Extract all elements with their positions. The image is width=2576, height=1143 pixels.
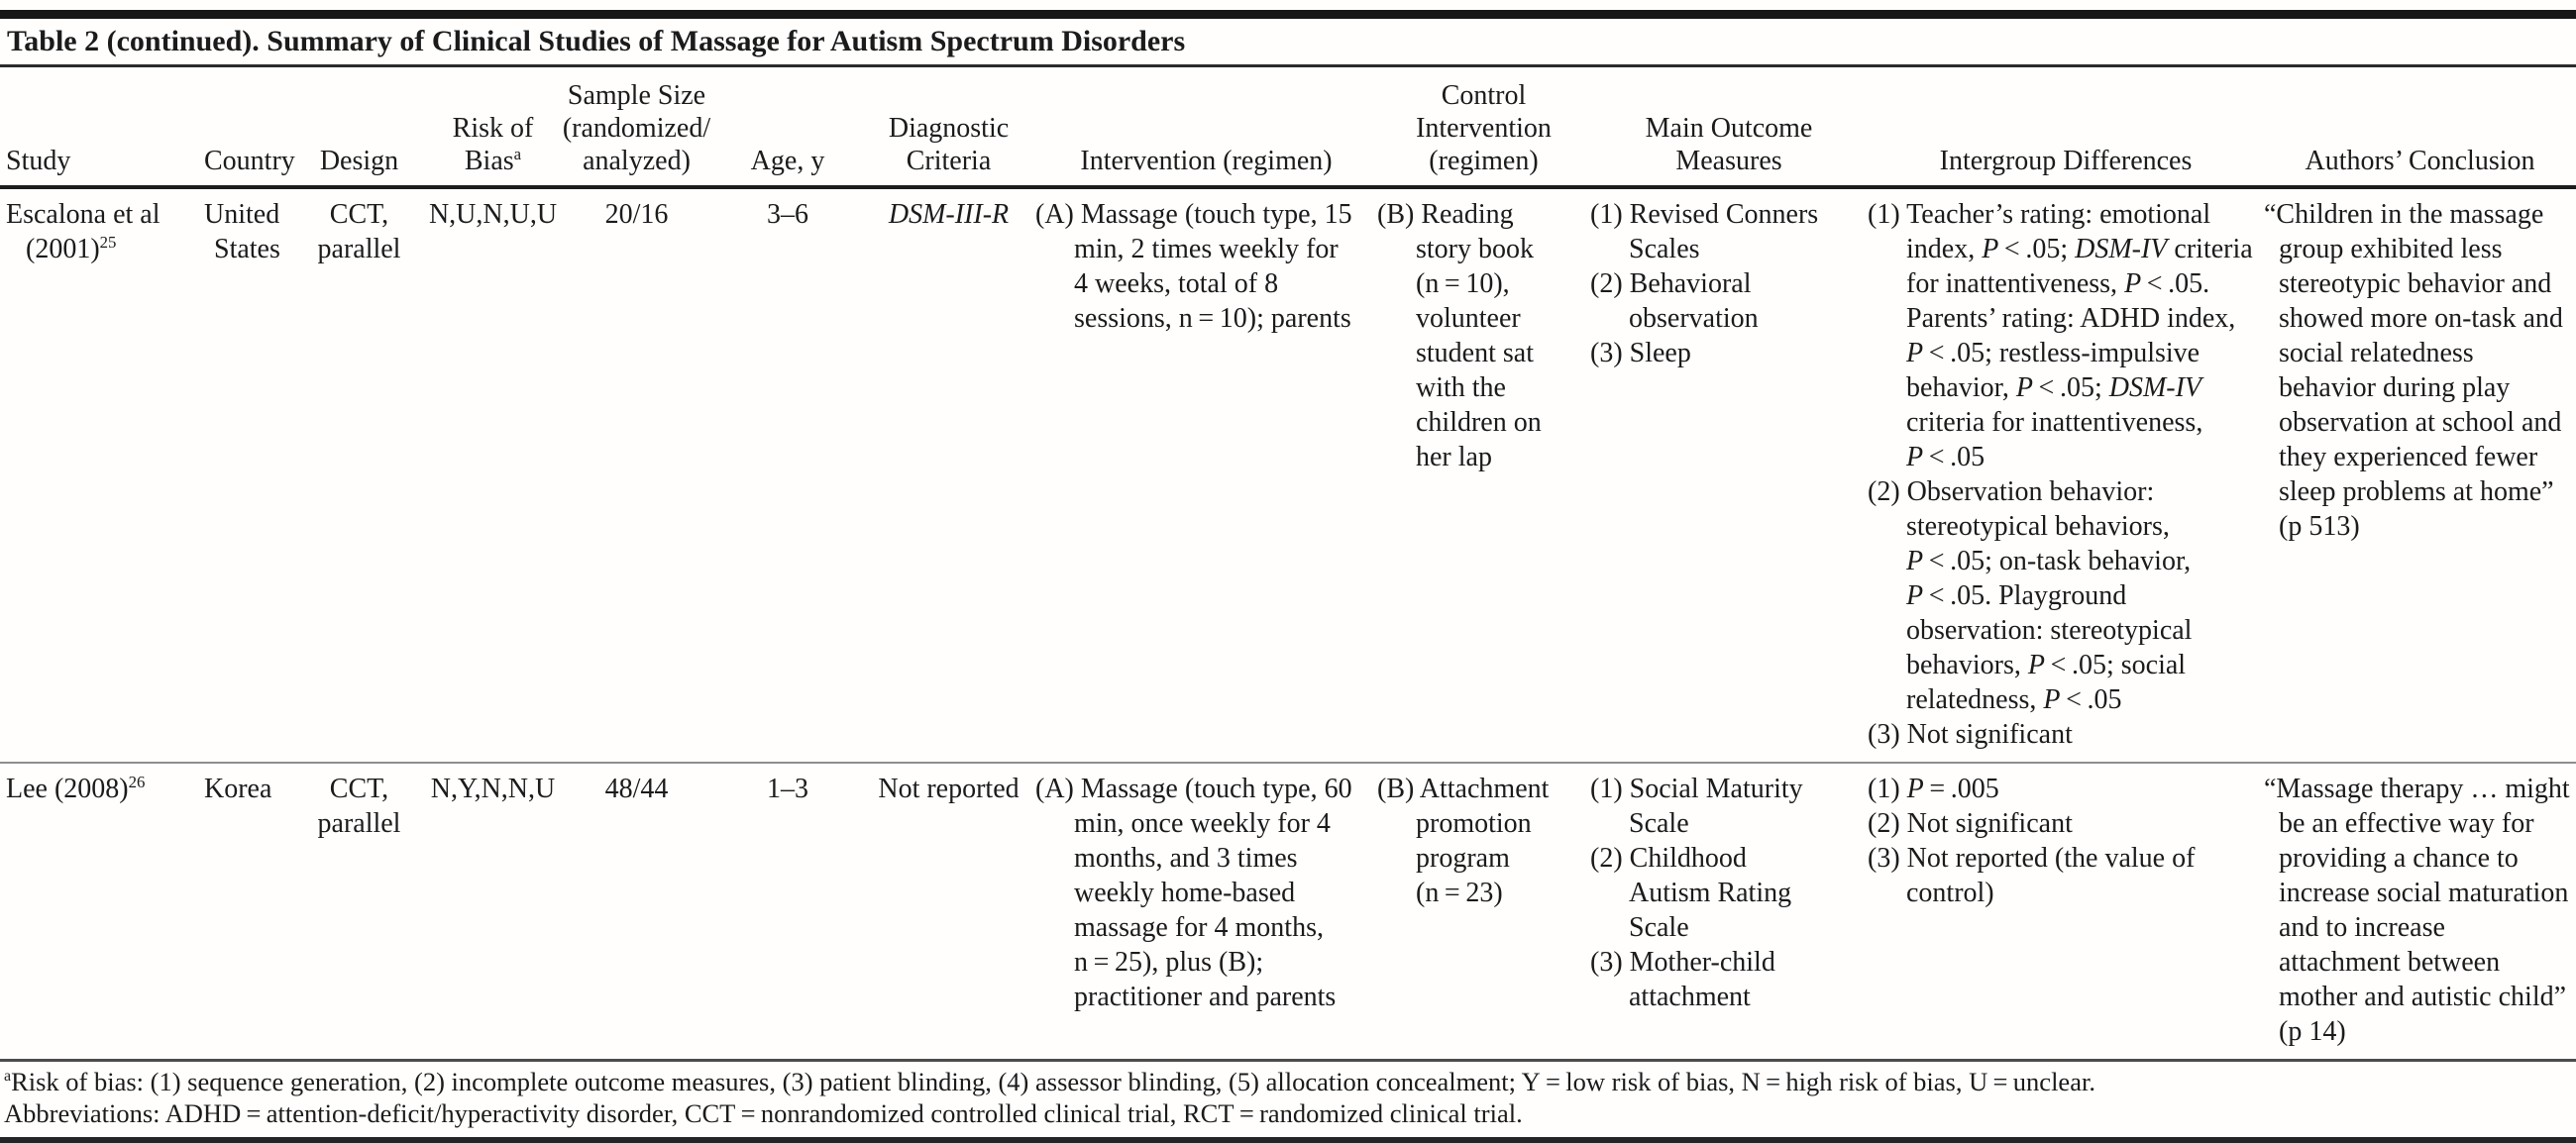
list-item: (3) Not significant	[1868, 719, 2073, 750]
cell-intergroup-differences: (1) P = .005 (2) Not significant (3) Not…	[1868, 763, 2264, 1062]
col-header-intervention: Intervention (regimen)	[1035, 67, 1377, 189]
cell-risk-of-bias: N,U,N,U,U	[426, 187, 560, 764]
list-item: (1) Revised Conners Scales	[1590, 199, 1819, 264]
table-row: Escalona et al (2001)25 United States CC…	[0, 187, 2576, 764]
list-item: (2) Not significant	[1868, 808, 2073, 839]
cell-age: 1–3	[713, 763, 862, 1062]
conclusion-quote: “Children in the massage group exhibited…	[2264, 199, 2563, 542]
list-item: (B) Attachment promotion program (n = 23…	[1377, 774, 1550, 908]
cell-design: CCT, parallel	[292, 763, 426, 1062]
title-rule	[0, 64, 2576, 67]
list-item: (1) Teacher’s rating: emotional index, P…	[1868, 199, 2253, 472]
col-header-risk-of-bias: Risk of Biasa	[426, 67, 560, 189]
col-header-intergroup-differences: Intergroup Differences	[1868, 67, 2264, 189]
table-top-rule	[0, 10, 2576, 19]
list-item: (1) Social Maturity Scale	[1590, 774, 1803, 839]
cell-intergroup-differences: (1) Teacher’s rating: emotional index, P…	[1868, 187, 2264, 764]
cell-study: Escalona et al (2001)25	[0, 187, 198, 764]
cell-risk-of-bias: N,Y,N,N,U	[426, 763, 560, 1062]
list-item: (2) Observation behavior: stereotypical …	[1868, 476, 2193, 715]
clinical-studies-table: Study Country Design Risk of Biasa Sample…	[0, 67, 2576, 1062]
footnote-abbreviations: Abbreviations: ADHD = attention-deficit/…	[4, 1097, 1523, 1128]
list-item: (3) Sleep	[1590, 338, 1691, 368]
list-item: (2) Behavioral observation	[1590, 268, 1759, 334]
col-header-country: Country	[198, 67, 295, 189]
col-header-sample-size: Sample Size (randomized/analyzed)	[560, 67, 713, 189]
list-item: (B) Reading story book (n = 10), volunte…	[1377, 199, 1542, 472]
cell-authors-conclusion: “Massage therapy … might be an effective…	[2264, 763, 2576, 1062]
cell-main-outcome-measures: (1) Social Maturity Scale (2) Childhood …	[1590, 763, 1868, 1062]
cell-sample-size: 20/16	[560, 187, 713, 764]
col-header-study: Study	[0, 67, 198, 189]
header-row: Study Country Design Risk of Biasa Sample…	[0, 67, 2576, 189]
list-item: (2) Childhood Autism Rating Scale	[1590, 843, 1792, 943]
table-title: Table 2 (continued). Summary of Clinical…	[7, 25, 1186, 57]
footnote-risk-of-bias: aRisk of bias: (1) sequence generation, …	[4, 1067, 2095, 1096]
cell-age: 3–6	[713, 187, 862, 764]
cell-main-outcome-measures: (1) Revised Conners Scales (2) Behaviora…	[1590, 187, 1868, 764]
list-item: (A) Massage (touch type, 60 min, once we…	[1035, 774, 1352, 1012]
cell-study: Lee (2008)26	[0, 763, 198, 1062]
conclusion-quote: “Massage therapy … might be an effective…	[2264, 774, 2570, 1047]
cell-country: Korea	[198, 763, 292, 1062]
col-header-control-intervention: Control Intervention (regimen)	[1377, 67, 1590, 189]
list-item: (1) P = .005	[1868, 774, 1999, 804]
list-item: (3) Mother-child attachment	[1590, 947, 1775, 1012]
table-row: Lee (2008)26 Korea CCT, parallel N,Y,N,N…	[0, 763, 2576, 1062]
cell-control-intervention: (B) Reading story book (n = 10), volunte…	[1377, 187, 1590, 764]
table-bottom-rule	[0, 1137, 2576, 1143]
cell-intervention: (A) Massage (touch type, 15 min, 2 times…	[1035, 187, 1377, 764]
col-header-design: Design	[292, 67, 426, 189]
col-header-diagnostic-criteria: Diagnostic Criteria	[862, 67, 1035, 189]
cell-sample-size: 48/44	[560, 763, 713, 1062]
cell-design: CCT, parallel	[292, 187, 426, 764]
cell-control-intervention: (B) Attachment promotion program (n = 23…	[1377, 763, 1590, 1062]
cell-diagnostic-criteria: Not reported	[862, 763, 1035, 1062]
cell-authors-conclusion: “Children in the massage group exhibited…	[2264, 187, 2576, 764]
list-item: (3) Not reported (the value of control)	[1868, 843, 2196, 908]
cell-intervention: (A) Massage (touch type, 60 min, once we…	[1035, 763, 1377, 1062]
col-header-main-outcome-measures: Main Outcome Measures	[1590, 67, 1868, 189]
col-header-age: Age, y	[713, 67, 862, 189]
table-footnotes: aRisk of bias: (1) sequence generation, …	[0, 1062, 2576, 1136]
col-header-authors-conclusion: Authors’ Conclusion	[2264, 67, 2576, 189]
list-item: (A) Massage (touch type, 15 min, 2 times…	[1035, 199, 1352, 334]
cell-diagnostic-criteria: DSM-III-R	[862, 187, 1035, 764]
cell-country: United States	[198, 187, 292, 764]
